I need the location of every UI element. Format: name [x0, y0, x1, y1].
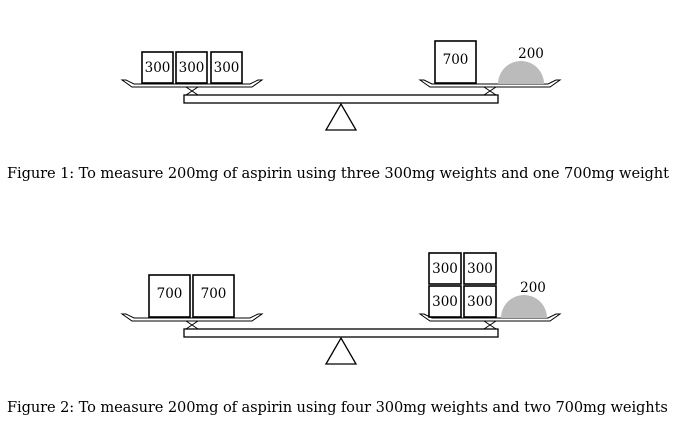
- aspirin-label: 200: [520, 280, 546, 296]
- weight-label: 300: [145, 60, 171, 76]
- weight-label: 300: [467, 261, 493, 277]
- weight-label: 300: [432, 294, 458, 310]
- weight-block: 300: [141, 51, 174, 84]
- figure-1-caption: Figure 1: To measure 200mg of aspirin us…: [7, 165, 669, 182]
- weight-block: 300: [428, 285, 462, 318]
- weight-block: 300: [463, 252, 497, 285]
- figure-2-balance: 700 700 300 300 300 300 200: [120, 252, 562, 365]
- weight-block: 700: [434, 40, 477, 84]
- weight-label: 700: [443, 52, 469, 68]
- balance-beam: [183, 328, 499, 338]
- left-pan: [120, 79, 264, 88]
- weight-block: 700: [192, 274, 235, 318]
- fulcrum-triangle: [324, 336, 358, 365]
- weight-block: 300: [175, 51, 208, 84]
- left-pan-support: [185, 86, 199, 96]
- aspirin-pile: [501, 295, 547, 318]
- weight-block: 300: [210, 51, 243, 84]
- weight-block: 700: [148, 274, 191, 318]
- right-pan-support: [483, 320, 497, 330]
- aspirin-label: 200: [518, 46, 544, 62]
- weight-label: 700: [157, 286, 183, 302]
- left-pan-support: [185, 320, 199, 330]
- weight-label: 300: [467, 294, 493, 310]
- right-pan: [418, 79, 562, 88]
- weight-block: 300: [463, 285, 497, 318]
- aspirin-pile: [498, 61, 544, 84]
- balance-beam: [183, 94, 499, 104]
- weight-block: 300: [428, 252, 462, 285]
- weight-label: 300: [179, 60, 205, 76]
- right-pan: [418, 313, 562, 322]
- weight-label: 300: [432, 261, 458, 277]
- fulcrum-triangle: [324, 102, 358, 131]
- figure-2-caption: Figure 2: To measure 200mg of aspirin us…: [7, 399, 668, 416]
- figure-1-balance: 300 300 300 700 200: [120, 40, 562, 131]
- weight-label: 300: [214, 60, 240, 76]
- left-pan: [120, 313, 264, 322]
- weight-label: 700: [201, 286, 227, 302]
- right-pan-support: [483, 86, 497, 96]
